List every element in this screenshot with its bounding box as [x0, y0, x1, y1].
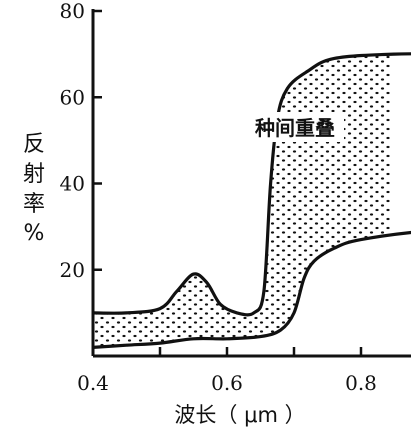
y-tick-label: 80 — [60, 0, 85, 23]
y-axis-title-char: % — [24, 221, 45, 246]
lower-curve — [92, 230, 411, 349]
y-axis-title-char: 反 — [23, 132, 45, 157]
annotation-backdrop — [246, 112, 344, 142]
overlap-region — [93, 54, 390, 348]
x-ticks: 0.40.60.81.0 — [77, 347, 377, 395]
x-tick-label: 0.4 — [77, 371, 109, 395]
y-tick-label: 40 — [60, 172, 85, 196]
x-axis-title: 波长（ μm ） — [174, 403, 305, 427]
y-ticks: 80 60 40 20 — [60, 0, 102, 282]
y-tick-label: 20 — [60, 258, 85, 282]
upper-curve — [92, 52, 411, 317]
y-axis-title: 反 射 率 % — [23, 132, 45, 246]
y-axis-title-char: 射 — [23, 162, 45, 187]
y-axis-title-char: 率 — [23, 192, 45, 217]
overlap-band — [93, 54, 390, 348]
y-tick-label: 60 — [60, 85, 85, 109]
x-tick-label: 0.8 — [345, 371, 377, 395]
x-tick-label: 0.6 — [211, 371, 243, 395]
overlap-annotation: 种间重叠 — [254, 116, 335, 140]
